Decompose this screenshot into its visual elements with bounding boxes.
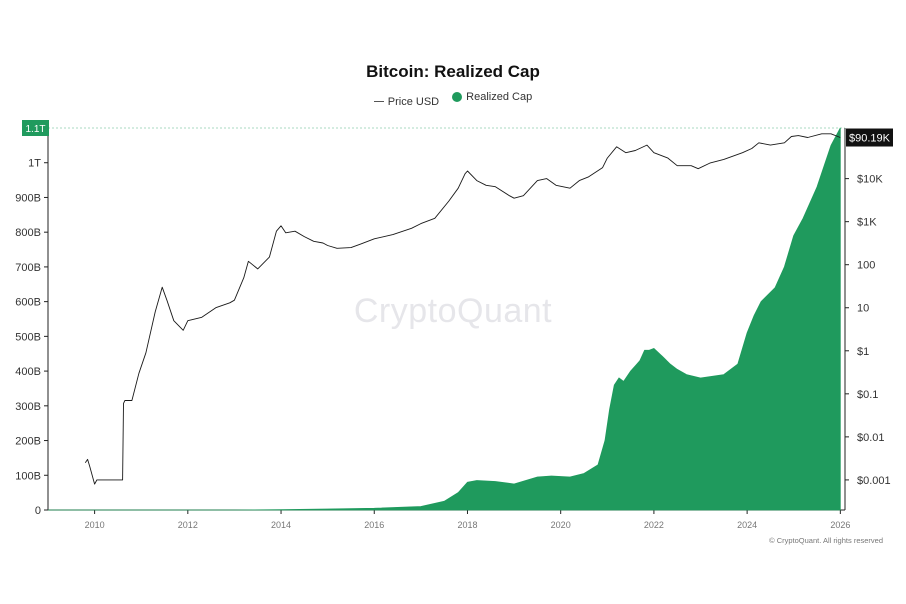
x-tick-label: 2012: [178, 520, 198, 530]
x-tick-label: 2020: [551, 520, 571, 530]
left-tick-label: 300B: [15, 401, 41, 413]
left-tick-label: 900B: [15, 192, 41, 204]
left-tick-label: 100B: [15, 470, 41, 482]
x-tick-label: 2022: [644, 520, 664, 530]
legend-item-realized-cap[interactable]: Realized Cap: [452, 91, 532, 103]
price-line: [84, 133, 841, 485]
line-swatch-icon: [373, 101, 384, 102]
left-tick-label: 400B: [15, 366, 41, 378]
left-tick-label: 0: [35, 505, 41, 517]
x-tick-label: 2026: [830, 520, 850, 530]
realized-cap-area: [48, 127, 841, 511]
realized-cap-last-label: 1.1T: [25, 124, 45, 135]
chart-legend: Price USD Realized Cap: [0, 91, 906, 108]
right-tick-label: $1: [857, 346, 869, 358]
left-tick-label: 800B: [15, 227, 41, 239]
realized-cap-last-badge: [22, 120, 49, 136]
left-tick-label: 700B: [15, 262, 41, 274]
price-last-label: $90.19K: [849, 133, 891, 145]
right-tick-label: $1K: [857, 217, 877, 229]
watermark: CryptoQuant: [353, 292, 553, 330]
legend-label-realized-cap: Realized Cap: [466, 91, 533, 103]
right-tick-label: $10K: [857, 174, 883, 186]
chart-title: Bitcoin: Realized Cap: [366, 62, 540, 81]
x-tick-label: 2018: [457, 520, 477, 530]
left-tick-label: 600B: [15, 297, 41, 309]
copyright-text: © CryptoQuant. All rights reserved: [769, 536, 883, 545]
x-tick-label: 2014: [271, 520, 291, 530]
legend-label-price: Price USD: [387, 95, 440, 108]
right-tick-label: 100: [857, 260, 875, 272]
x-tick-label: 2016: [364, 520, 384, 530]
left-tick-label: 1T: [28, 158, 41, 170]
dot-swatch-icon: [452, 92, 463, 102]
right-tick-label: $0.001: [857, 475, 891, 487]
x-tick-label: 2010: [85, 520, 105, 530]
left-tick-label: 200B: [15, 436, 41, 448]
left-tick-label: 500B: [15, 331, 41, 343]
right-tick-label: 10: [857, 303, 869, 315]
price-last-badge: [846, 128, 893, 147]
right-tick-label: $0.1: [857, 389, 878, 401]
right-tick-label: $0.01: [857, 432, 885, 444]
x-tick-label: 2024: [737, 520, 757, 530]
legend-item-price[interactable]: Price USD: [373, 95, 440, 108]
